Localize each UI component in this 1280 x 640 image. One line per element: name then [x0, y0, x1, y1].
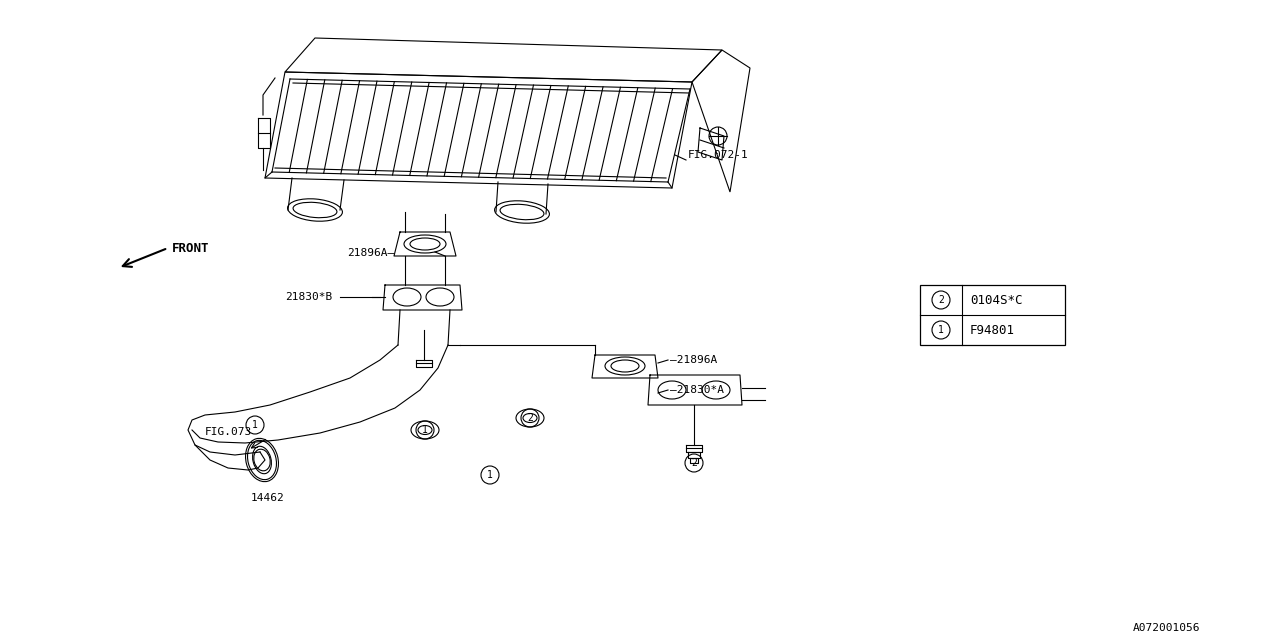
Text: 1: 1 [938, 325, 943, 335]
Text: 2: 2 [527, 413, 532, 423]
Text: 1: 1 [488, 470, 493, 480]
Text: FIG.073: FIG.073 [205, 427, 252, 437]
Text: 14462: 14462 [251, 493, 285, 503]
Text: 1: 1 [252, 420, 259, 430]
Text: 2: 2 [691, 458, 696, 468]
Text: FRONT: FRONT [172, 241, 210, 255]
Text: A072001056: A072001056 [1133, 623, 1201, 633]
Text: 21896A—: 21896A— [347, 248, 394, 258]
Text: FIG.072-1: FIG.072-1 [689, 150, 749, 160]
Text: —21830*A: —21830*A [669, 385, 724, 395]
Text: —21896A: —21896A [669, 355, 717, 365]
Text: 21830*B: 21830*B [285, 292, 333, 302]
Text: 1: 1 [422, 425, 428, 435]
Text: 0104S*C: 0104S*C [970, 294, 1023, 307]
Text: F94801: F94801 [970, 323, 1015, 337]
Text: 2: 2 [938, 295, 943, 305]
